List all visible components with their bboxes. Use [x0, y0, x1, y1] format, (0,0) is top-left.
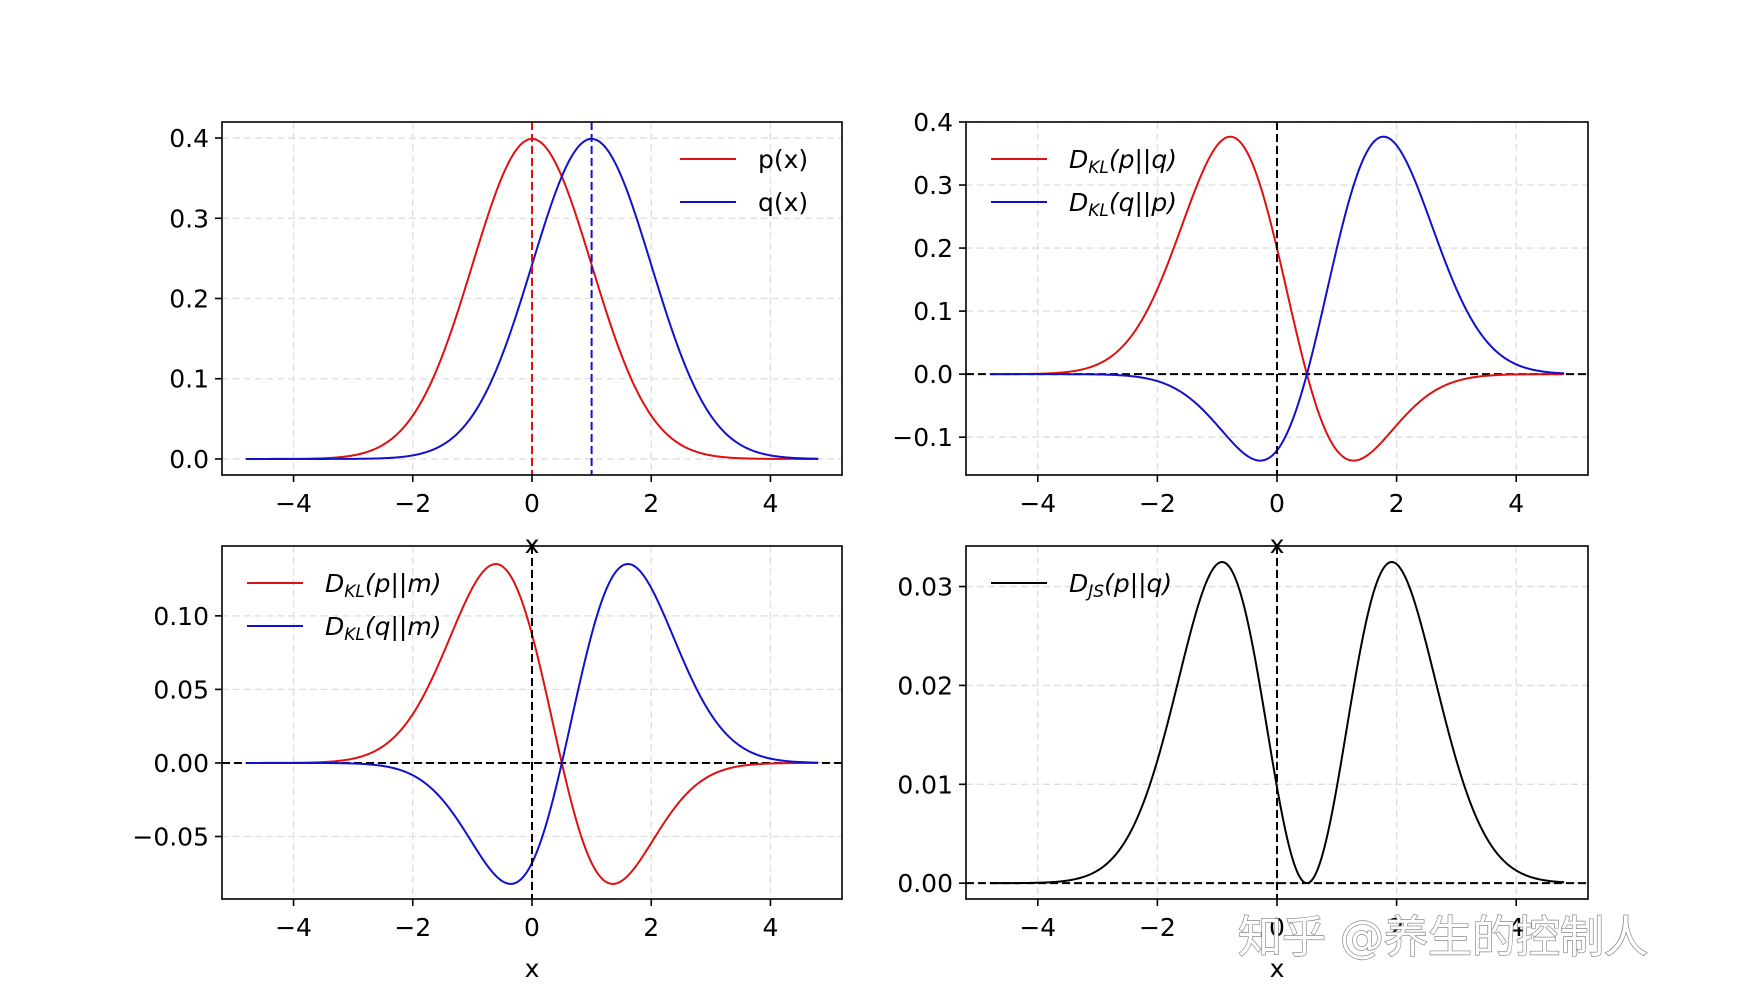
legend-label: DJS(p||q) [1069, 569, 1172, 602]
y-tick-label: 0.3 [913, 171, 953, 200]
y-tick-label: 0.4 [913, 108, 953, 137]
y-tick-label: 0.01 [897, 770, 953, 799]
y-tick-label: −0.1 [892, 423, 953, 452]
x-tick-label: 4 [763, 489, 779, 518]
y-tick-label: 0.1 [169, 365, 209, 394]
x-tick-label: 4 [763, 913, 779, 942]
y-tick-label: 0.02 [897, 671, 953, 700]
y-tick-label: 0.2 [169, 285, 209, 314]
x-axis-label: x [525, 954, 540, 983]
subplot-js: −4 −2 0 2 4 0.00 0.01 0.02 0.03 x DJS(p||q) [897, 545, 1589, 983]
legend: p(x) q(x) [680, 145, 808, 217]
legend-label: DKL(p||m) [325, 569, 441, 602]
plot-area [245, 122, 819, 475]
y-tick-label: 0.10 [153, 602, 209, 631]
legend: DKL(p||q) DKL(q||p) [991, 145, 1177, 221]
y-tick-label: 0.1 [913, 297, 953, 326]
y-tick-label: 0.00 [153, 749, 209, 778]
x-tick-label: 2 [643, 489, 659, 518]
x-axis-label: x [1270, 954, 1285, 983]
legend-label: p(x) [758, 145, 808, 174]
x-axis-label: x [525, 530, 540, 559]
x-axis-label: x [1270, 530, 1285, 559]
legend-label: DKL(q||p) [1069, 188, 1177, 221]
x-tick-label: 0 [524, 913, 540, 942]
x-tick-label: −2 [1139, 913, 1176, 942]
plot-area [966, 122, 1588, 475]
x-tick-label: −4 [275, 489, 312, 518]
x-tick-label: 0 [1269, 489, 1285, 518]
y-tick-label: 0.03 [897, 573, 953, 602]
y-tick-label: 0.4 [169, 124, 209, 153]
y-tick-label: 0.00 [897, 869, 953, 898]
plot-area [222, 546, 842, 899]
x-tick-label: 2 [643, 913, 659, 942]
x-tick-label: −2 [394, 489, 431, 518]
legend-label: DKL(p||q) [1069, 145, 1177, 178]
y-tick-label: 0.0 [169, 445, 209, 474]
x-tick-label: −2 [394, 913, 431, 942]
subplot-kl_m: −4 −2 0 2 4 −0.05 0.00 0.05 0.10 x DKL(p||m) DKL(q|… [132, 545, 843, 983]
legend-label: DKL(q||m) [325, 612, 441, 645]
subplot-pq: −4 −2 0 2 4 0.0 0.1 0.2 0.3 0.4 x p(x) q(x) [169, 121, 843, 559]
legend: DJS(p||q) [991, 569, 1172, 602]
y-tick-label: 0.3 [169, 204, 209, 233]
subplot-kl_pq: −4 −2 0 2 4−0.10.00.10.20.30.4xDKL(p||q)DKL(… [892, 108, 1589, 559]
y-tick-label: 0.0 [913, 360, 953, 389]
x-tick-label: −2 [1139, 489, 1176, 518]
x-tick-label: 2 [1389, 489, 1405, 518]
x-tick-label: −4 [1019, 489, 1056, 518]
y-tick-label: −0.05 [132, 822, 209, 851]
watermark: 知乎 @养生的控制人 [1238, 912, 1648, 963]
x-tick-label: 2 [1389, 913, 1405, 942]
x-tick-label: 4 [1508, 913, 1524, 942]
legend: DKL(p||m) DKL(q||m) [247, 569, 441, 645]
plot-area [966, 546, 1588, 899]
x-tick-label: 4 [1508, 489, 1524, 518]
x-tick-label: −4 [1019, 913, 1056, 942]
legend-label: q(x) [758, 188, 808, 217]
series-line-q [245, 137, 819, 460]
x-tick-label: −4 [275, 913, 312, 942]
subplots: −4 −2 0 2 4 0.0 0.1 0.2 0.3 0.4 x p(x) q(x) −4 −2 0 2 4 −0… [132, 108, 1589, 983]
x-tick-label: 0 [1269, 913, 1285, 942]
x-tick-label: 0 [524, 489, 540, 518]
y-tick-label: 0.05 [153, 675, 209, 704]
y-tick-label: 0.2 [913, 234, 953, 263]
